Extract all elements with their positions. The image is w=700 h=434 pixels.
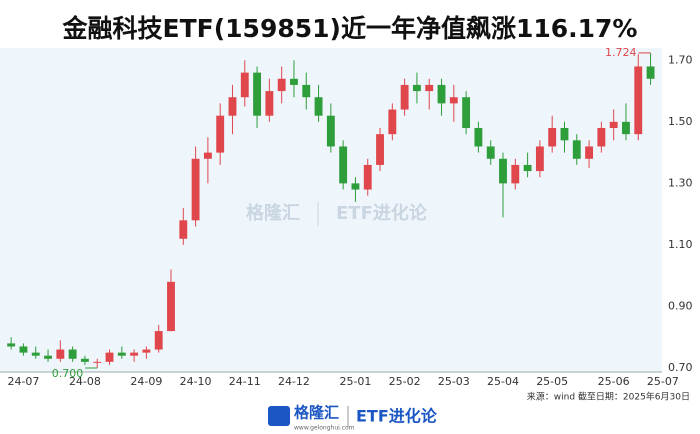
x-tick-label: 25-02 xyxy=(389,375,421,388)
x-tick-label: 24-07 xyxy=(7,375,39,388)
candle-body xyxy=(462,97,471,128)
x-tick-label: 25-07 xyxy=(647,375,679,388)
x-tick-label: 24-11 xyxy=(229,375,261,388)
candle-body xyxy=(240,72,249,98)
candle-body xyxy=(634,66,643,135)
candle-body xyxy=(622,121,630,135)
candle-body xyxy=(437,84,446,104)
candle-body xyxy=(80,358,89,362)
x-tick-label: 25-04 xyxy=(487,375,519,388)
annotation-label: 1.724 xyxy=(605,46,637,59)
candle-body xyxy=(265,91,274,116)
candle-body xyxy=(646,66,655,79)
y-tick-label: 1.50 xyxy=(668,115,693,128)
candle-body xyxy=(609,121,618,128)
footer-product: ETF进化论 xyxy=(356,407,438,426)
candle-body xyxy=(179,220,188,239)
candle-body xyxy=(326,115,335,147)
candle-body xyxy=(486,146,495,159)
candle-body xyxy=(31,352,40,356)
candle-body xyxy=(154,331,163,350)
candle-body xyxy=(44,355,52,359)
candle-body xyxy=(572,140,581,159)
watermark-product: ETF进化论 xyxy=(336,202,428,224)
candle-body xyxy=(277,78,286,92)
x-tick-label: 24-09 xyxy=(130,375,162,388)
candle-body xyxy=(449,97,458,104)
x-tick-label: 25-03 xyxy=(438,375,470,388)
candle-body xyxy=(523,164,532,172)
candle-body xyxy=(597,128,606,147)
source: 来源：wind 截至日期：2025年6月30日 xyxy=(527,391,690,403)
candle-body xyxy=(339,146,348,184)
footer-site: www.gelonghui.com xyxy=(294,425,355,432)
plot-background xyxy=(0,48,662,372)
candle-body xyxy=(499,158,507,184)
y-tick-label: 0.90 xyxy=(668,299,693,312)
candle-body xyxy=(412,84,421,92)
candle-body xyxy=(93,361,102,363)
x-tick-label: 25-01 xyxy=(339,375,371,388)
candle-body xyxy=(253,72,262,116)
x-tick-label: 24-12 xyxy=(278,375,310,388)
y-tick-label: 1.70 xyxy=(668,53,693,66)
candle-body xyxy=(19,346,28,353)
candle-body xyxy=(130,352,139,356)
x-tick-label: 25-05 xyxy=(536,375,568,388)
candle-body xyxy=(302,84,311,98)
chart-title: 金融科技ETF(159851)近一年净值飙涨116.17% xyxy=(62,14,638,43)
candle-body xyxy=(535,146,544,172)
candle-body xyxy=(511,164,520,184)
candle-body xyxy=(56,349,65,359)
candle-body xyxy=(425,84,434,92)
candle-body xyxy=(585,146,594,159)
candle-body xyxy=(363,164,372,190)
x-tick-label: 24-10 xyxy=(180,375,212,388)
annotation-label: 0.700 xyxy=(52,367,84,380)
watermark-brand: 格隆汇 xyxy=(246,202,300,224)
logo-icon xyxy=(268,406,290,426)
candle-body xyxy=(388,109,397,135)
footer-brand: 格隆汇 xyxy=(294,404,339,422)
candle-body xyxy=(203,152,212,159)
candle-body xyxy=(105,352,114,362)
candle-body xyxy=(290,78,298,85)
y-tick-label: 1.30 xyxy=(668,176,693,189)
candle-body xyxy=(548,128,557,147)
candle-body xyxy=(117,352,126,356)
candle-body xyxy=(474,128,483,147)
candle-body xyxy=(142,349,151,353)
candle-body xyxy=(167,281,175,332)
x-tick-label: 25-06 xyxy=(598,375,630,388)
candle-body xyxy=(376,134,384,165)
candle-body xyxy=(314,97,323,116)
candle-body xyxy=(560,128,569,141)
candle-body xyxy=(351,183,360,190)
candle-body xyxy=(7,343,16,347)
candle-body xyxy=(400,84,409,110)
x-tick-label: 24-08 xyxy=(69,375,101,388)
y-tick-label: 0.70 xyxy=(668,361,693,374)
candle-body xyxy=(216,115,225,153)
candle-body xyxy=(68,349,77,359)
candle-body xyxy=(228,97,237,116)
y-tick-label: 1.10 xyxy=(668,238,693,251)
candle-body xyxy=(191,158,200,221)
